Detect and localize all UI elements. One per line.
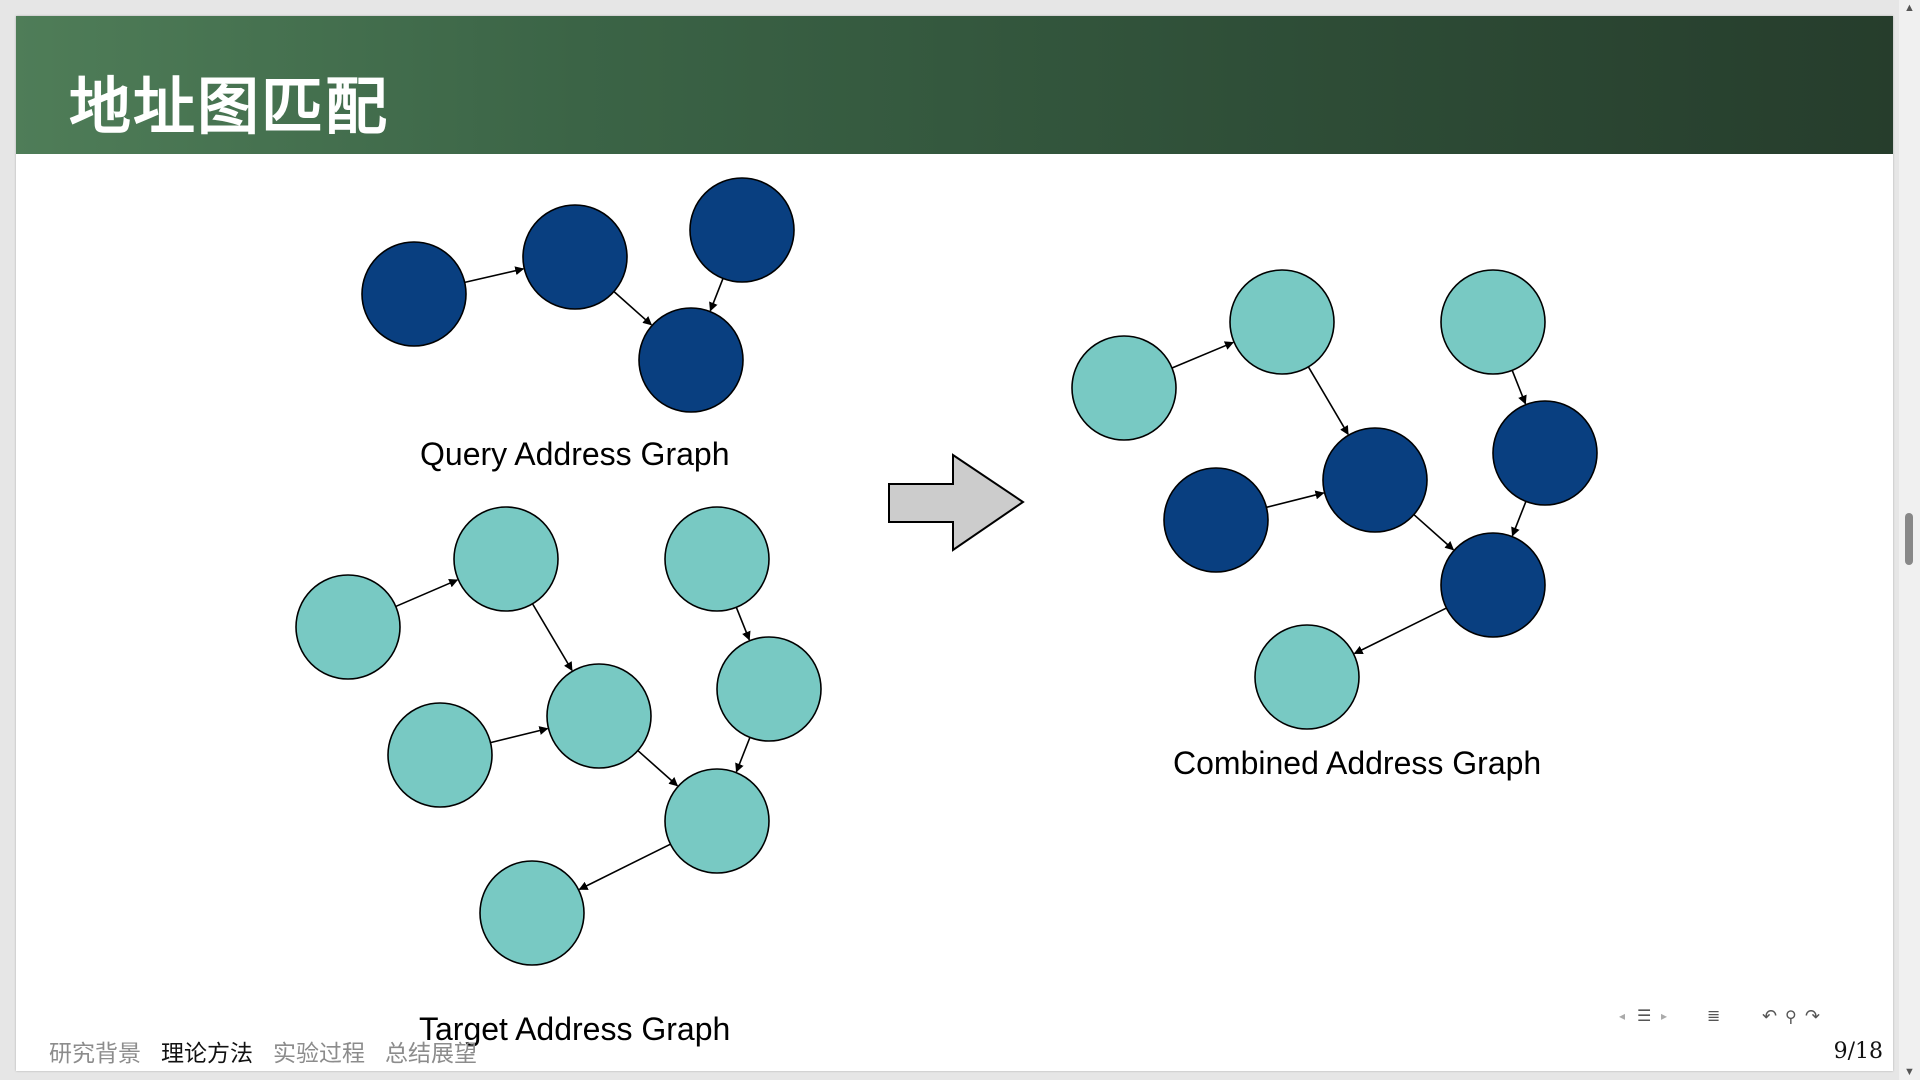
target-edge-t5-t6	[735, 606, 751, 641]
combined-edge-c6-c7	[1511, 501, 1527, 537]
nav-section-methods[interactable]: 理论方法	[161, 1041, 253, 1067]
back-icon[interactable]: ↶	[1762, 1006, 1778, 1027]
target-edge-t4-t7	[637, 749, 679, 787]
graph-diagram	[295, 177, 1598, 966]
page-number: 9/18	[1833, 1039, 1883, 1064]
nav-section-experiments[interactable]: 实验过程	[273, 1041, 365, 1067]
combined-node-c8	[1254, 624, 1360, 730]
combined-graph-caption: Combined Address Graph	[1173, 745, 1542, 781]
target-edge-t6-t7	[735, 737, 751, 773]
combined-node-c2	[1229, 269, 1335, 375]
combined-node-c4	[1322, 427, 1428, 533]
edges-layer	[395, 266, 1527, 891]
target-node-t6	[716, 636, 822, 742]
slide: 地址图匹配 Query Address Graph Target Address…	[16, 16, 1893, 1071]
scroll-down-icon[interactable]: ▼	[1904, 1066, 1915, 1078]
nodes-layer	[295, 177, 1598, 966]
query-edge-q1-q2	[464, 266, 525, 284]
target-node-t1	[295, 574, 401, 680]
target-edge-t7-t8	[578, 843, 671, 891]
combined-edge-c5-c6	[1511, 370, 1527, 405]
search-icon[interactable]: ⚲	[1785, 1007, 1797, 1026]
scroll-thumb[interactable]	[1905, 513, 1913, 565]
beamer-nav-controls: ◂ ☰ ▸ ≣ ↶ ⚲ ↷	[1619, 1006, 1869, 1036]
query-edge-q2-q3	[613, 290, 653, 326]
scroll-up-icon[interactable]: ▲	[1904, 2, 1915, 14]
query-node-q2	[522, 204, 628, 310]
title-bar: 地址图匹配	[16, 16, 1893, 154]
query-node-q3	[638, 307, 744, 413]
vertical-scrollbar[interactable]: ▲ ▼	[1899, 0, 1920, 1080]
target-node-t4	[546, 663, 652, 769]
query-node-q4	[689, 177, 795, 283]
toc-icon[interactable]: ≣	[1707, 1006, 1721, 1025]
nav-section-background[interactable]: 研究背景	[49, 1041, 141, 1067]
target-node-t3	[387, 702, 493, 808]
target-edge-t3-t4	[490, 726, 549, 744]
target-edge-t1-t2	[395, 579, 459, 608]
next-frame-icon[interactable]: ▸	[1661, 1009, 1668, 1023]
section-icon[interactable]: ☰	[1637, 1006, 1652, 1025]
target-node-t7	[664, 768, 770, 874]
combined-edge-c7-c8	[1353, 607, 1447, 655]
query-node-q1	[361, 241, 467, 347]
target-edge-t2-t4	[531, 603, 573, 672]
nav-section-conclusion[interactable]: 总结展望	[385, 1041, 477, 1067]
combined-edge-c3-c4	[1266, 490, 1325, 509]
combined-node-c7	[1440, 532, 1546, 638]
target-node-t2	[453, 506, 559, 612]
target-graph-caption: Target Address Graph	[419, 1011, 731, 1047]
transform-arrow	[888, 453, 1025, 552]
combined-edge-c4-c7	[1413, 513, 1455, 551]
query-graph-caption: Query Address Graph	[420, 436, 730, 472]
target-node-t8	[479, 860, 585, 966]
section-navigation: 研究背景 理论方法 实验过程 总结展望	[49, 1034, 477, 1068]
combined-node-c6	[1492, 400, 1598, 506]
target-node-t5	[664, 506, 770, 612]
combined-edge-c1-c2	[1171, 341, 1234, 369]
prev-frame-icon[interactable]: ◂	[1619, 1009, 1626, 1023]
query-edge-q4-q3	[709, 278, 724, 312]
combined-node-c5	[1440, 269, 1546, 375]
forward-icon[interactable]: ↷	[1805, 1006, 1821, 1027]
combined-node-c1	[1071, 335, 1177, 441]
combined-node-c3	[1163, 467, 1269, 573]
combined-edge-c2-c4	[1307, 366, 1349, 436]
slide-title: 地址图匹配	[69, 70, 390, 143]
